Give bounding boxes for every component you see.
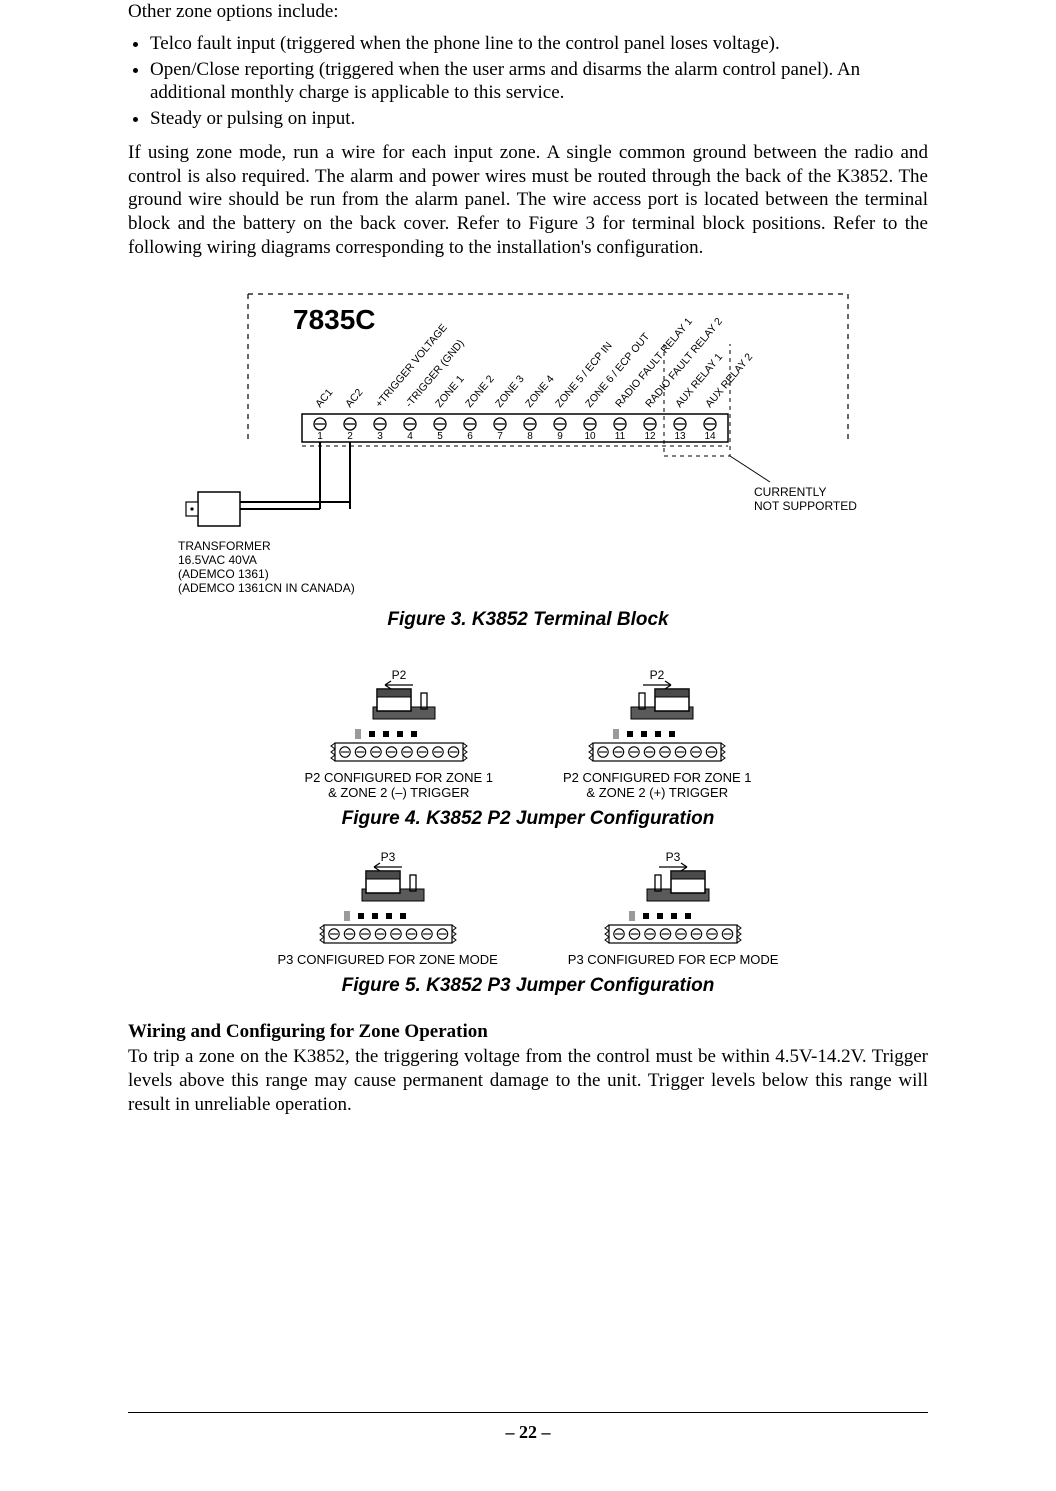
- svg-text:16.5VAC 40VA: 16.5VAC 40VA: [178, 553, 257, 567]
- fig4-right-line2: & ZONE 2 (+) TRIGGER: [586, 785, 728, 800]
- svg-text:7835C: 7835C: [293, 304, 376, 335]
- jumper-diagram: P3: [573, 849, 773, 949]
- bullet-item: Telco fault input (triggered when the ph…: [150, 32, 928, 56]
- fig5-left-line1: P3 CONFIGURED FOR ZONE MODE: [278, 952, 498, 967]
- svg-text:(ADEMCO 1361): (ADEMCO 1361): [178, 567, 269, 581]
- figure-3-caption: Figure 3. K3852 Terminal Block: [387, 608, 668, 632]
- page-number: – 22 –: [0, 1421, 1056, 1444]
- svg-text:7: 7: [497, 431, 503, 442]
- svg-text:NOT SUPPORTED: NOT SUPPORTED: [754, 499, 857, 513]
- svg-text:4: 4: [407, 431, 413, 442]
- fig5-left: P3 P3 CONFIGURED FOR ZONE MODE: [278, 849, 498, 968]
- svg-text:13: 13: [674, 431, 686, 442]
- fig5-right: P3 P3 CONFIGURED FOR ECP MODE: [568, 849, 779, 968]
- svg-text:P3: P3: [380, 850, 395, 864]
- fig5-right-line1: P3 CONFIGURED FOR ECP MODE: [568, 952, 779, 967]
- svg-text:CURRENTLY: CURRENTLY: [754, 485, 826, 499]
- svg-text:3: 3: [377, 431, 383, 442]
- svg-text:9: 9: [557, 431, 563, 442]
- figure-5: P3 P3 CONFIGURED FOR ZONE MODE P3 P3 CON…: [128, 849, 928, 968]
- figure-3: 7835C1AC12AC23+TRIGGER VOLTAGE4-TRIGGER …: [128, 274, 928, 650]
- figure-4: P2 P2 CONFIGURED FOR ZONE 1 & ZONE 2 (–)…: [128, 667, 928, 801]
- svg-text:P2: P2: [391, 668, 406, 682]
- jumper-diagram: P2: [309, 667, 489, 767]
- fig4-right-line1: P2 CONFIGURED FOR ZONE 1: [563, 770, 752, 785]
- figure-5-caption: Figure 5. K3852 P3 Jumper Configuration: [128, 974, 928, 998]
- svg-text:P3: P3: [666, 850, 681, 864]
- svg-text:14: 14: [704, 431, 716, 442]
- svg-text:ZONE 4: ZONE 4: [523, 373, 557, 410]
- svg-text:AC2: AC2: [343, 386, 365, 409]
- paragraph-zone-mode: If using zone mode, run a wire for each …: [128, 141, 928, 260]
- fig4-left: P2 P2 CONFIGURED FOR ZONE 1 & ZONE 2 (–)…: [304, 667, 493, 801]
- svg-text:6: 6: [467, 431, 473, 442]
- fig4-left-line2: & ZONE 2 (–) TRIGGER: [328, 785, 469, 800]
- bullet-list: Telco fault input (triggered when the ph…: [128, 32, 928, 131]
- figure-4-caption: Figure 4. K3852 P2 Jumper Configuration: [128, 807, 928, 831]
- fig4-right: P2 P2 CONFIGURED FOR ZONE 1 & ZONE 2 (+)…: [563, 667, 752, 801]
- terminal-block-diagram: 7835C1AC12AC23+TRIGGER VOLTAGE4-TRIGGER …: [148, 274, 908, 604]
- svg-text:AC1: AC1: [313, 386, 335, 409]
- svg-text:ZONE 3: ZONE 3: [493, 373, 527, 410]
- jumper-diagram: P2: [567, 667, 747, 767]
- svg-text:8: 8: [527, 431, 533, 442]
- bullet-item: Steady or pulsing on input.: [150, 107, 928, 131]
- section-heading-wiring: Wiring and Configuring for Zone Operatio…: [128, 1020, 928, 1044]
- svg-text:TRANSFORMER: TRANSFORMER: [178, 539, 271, 553]
- jumper-diagram: P3: [288, 849, 488, 949]
- svg-text:2: 2: [347, 431, 353, 442]
- svg-text:11: 11: [615, 431, 626, 442]
- svg-text:12: 12: [644, 431, 656, 442]
- footer-rule: [128, 1412, 928, 1413]
- svg-text:5: 5: [437, 431, 443, 442]
- fig4-left-line1: P2 CONFIGURED FOR ZONE 1: [304, 770, 493, 785]
- svg-text:1: 1: [317, 431, 323, 442]
- bullet-item: Open/Close reporting (triggered when the…: [150, 58, 928, 106]
- paragraph-wiring: To trip a zone on the K3852, the trigger…: [128, 1045, 928, 1116]
- intro-text: Other zone options include:: [128, 0, 928, 24]
- svg-text:ZONE 2: ZONE 2: [463, 373, 497, 410]
- svg-text:P2: P2: [650, 668, 665, 682]
- svg-text:10: 10: [584, 431, 596, 442]
- svg-text:(ADEMCO 1361CN IN CANADA): (ADEMCO 1361CN IN CANADA): [178, 581, 355, 595]
